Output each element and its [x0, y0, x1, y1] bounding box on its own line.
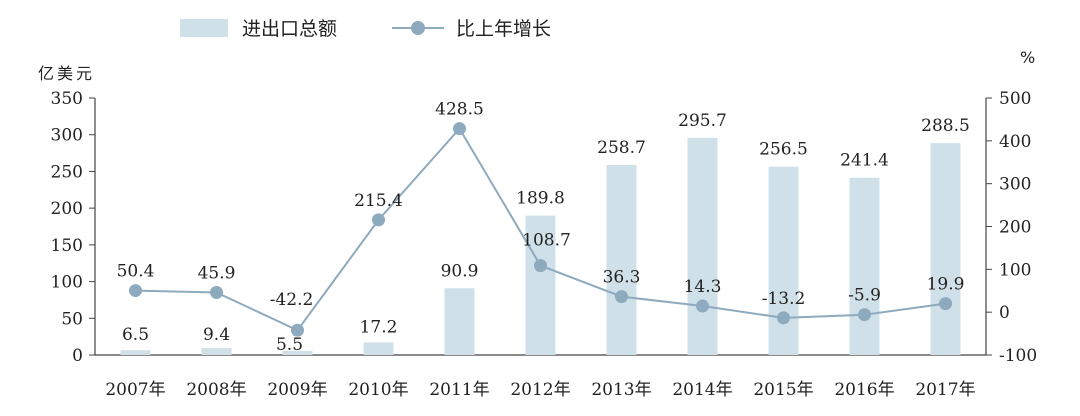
- line-value-label: -13.2: [762, 289, 806, 309]
- legend-item-line: 比上年增长: [392, 14, 551, 41]
- y-right-tick-label: 0: [999, 303, 1010, 323]
- x-tick-label: 2007年: [105, 380, 165, 400]
- bar: [120, 350, 151, 355]
- y-left-tick-label: 100: [51, 273, 83, 293]
- bar: [930, 143, 961, 355]
- x-tick-label: 2013年: [591, 380, 651, 400]
- bar: [687, 137, 718, 355]
- bar: [363, 342, 394, 355]
- growth-point: [210, 286, 223, 300]
- legend-line-label: 比上年增长: [456, 18, 552, 40]
- growth-point: [534, 259, 547, 273]
- bar-value-label: 241.4: [840, 151, 889, 171]
- bar-value-label: 288.5: [921, 116, 970, 136]
- y-right-tick-label: 400: [999, 132, 1031, 152]
- line-value-label: 50.4: [117, 262, 155, 282]
- bar: [201, 348, 232, 355]
- chart-legend: 进出口总额 比上年增长: [180, 14, 606, 41]
- x-tick-label: 2012年: [510, 380, 570, 400]
- bar: [444, 288, 475, 355]
- line-value-label: 45.9: [198, 264, 236, 284]
- line-value-label: 108.7: [522, 231, 571, 251]
- line-value-label: 428.5: [435, 100, 484, 120]
- line-value-label: 14.3: [684, 277, 722, 297]
- y-left-tick-label: 150: [51, 236, 83, 256]
- y-left-tick-label: 50: [61, 309, 83, 329]
- bar-value-label: 90.9: [441, 261, 479, 281]
- y-left-tick-label: 0: [72, 346, 83, 366]
- growth-point: [777, 311, 790, 325]
- x-tick-label: 2008年: [186, 380, 246, 400]
- growth-point: [372, 213, 385, 227]
- left-axis-unit: 亿美元: [38, 64, 96, 83]
- y-right-tick-label: 500: [999, 89, 1031, 109]
- growth-point: [291, 323, 304, 337]
- growth-point: [129, 284, 142, 298]
- bar-value-label: 6.5: [122, 325, 149, 345]
- bar-value-label: 5.5: [276, 335, 303, 355]
- right-axis-unit: %: [1020, 48, 1036, 67]
- legend-bar-swatch: [180, 18, 228, 37]
- bar: [849, 177, 880, 355]
- line-value-label: 215.4: [354, 191, 403, 211]
- y-left-tick-label: 200: [51, 199, 83, 219]
- x-tick-label: 2015年: [753, 380, 813, 400]
- x-tick-label: 2016年: [834, 380, 894, 400]
- line-value-label: 36.3: [603, 268, 641, 288]
- y-right-tick-label: -100: [999, 346, 1037, 366]
- x-tick-label: 2011年: [429, 380, 489, 400]
- x-tick-label: 2017年: [915, 380, 975, 400]
- bar: [282, 350, 313, 355]
- bar-value-label: 256.5: [759, 140, 808, 160]
- y-left-tick-label: 300: [51, 126, 83, 146]
- growth-point: [453, 122, 466, 136]
- bar-value-label: 189.8: [516, 189, 565, 209]
- legend-item-bar: 进出口总额: [180, 14, 337, 41]
- growth-point: [696, 299, 709, 313]
- y-right-tick-label: 300: [999, 175, 1031, 195]
- bar-value-label: 295.7: [678, 111, 727, 131]
- line-value-label: -42.2: [270, 290, 314, 310]
- bar-value-label: 258.7: [597, 138, 646, 158]
- line-value-label: -5.9: [848, 286, 881, 306]
- x-tick-label: 2009年: [267, 380, 327, 400]
- bar: [606, 165, 637, 355]
- growth-point: [615, 290, 628, 304]
- y-right-tick-label: 100: [999, 260, 1031, 280]
- x-tick-label: 2014年: [672, 380, 732, 400]
- x-tick-label: 2010年: [348, 380, 408, 400]
- growth-point: [939, 297, 952, 311]
- bar: [525, 215, 556, 355]
- y-left-tick-label: 350: [51, 89, 83, 109]
- y-right-tick-label: 200: [999, 218, 1031, 238]
- y-left-tick-label: 250: [51, 162, 83, 182]
- legend-line-swatch: [392, 18, 445, 38]
- line-value-label: 19.9: [927, 275, 965, 295]
- bar: [768, 166, 799, 355]
- bar-value-label: 9.4: [203, 325, 230, 345]
- bar-value-label: 17.2: [360, 317, 398, 337]
- growth-point: [858, 308, 871, 322]
- legend-bar-label: 进出口总额: [242, 18, 338, 40]
